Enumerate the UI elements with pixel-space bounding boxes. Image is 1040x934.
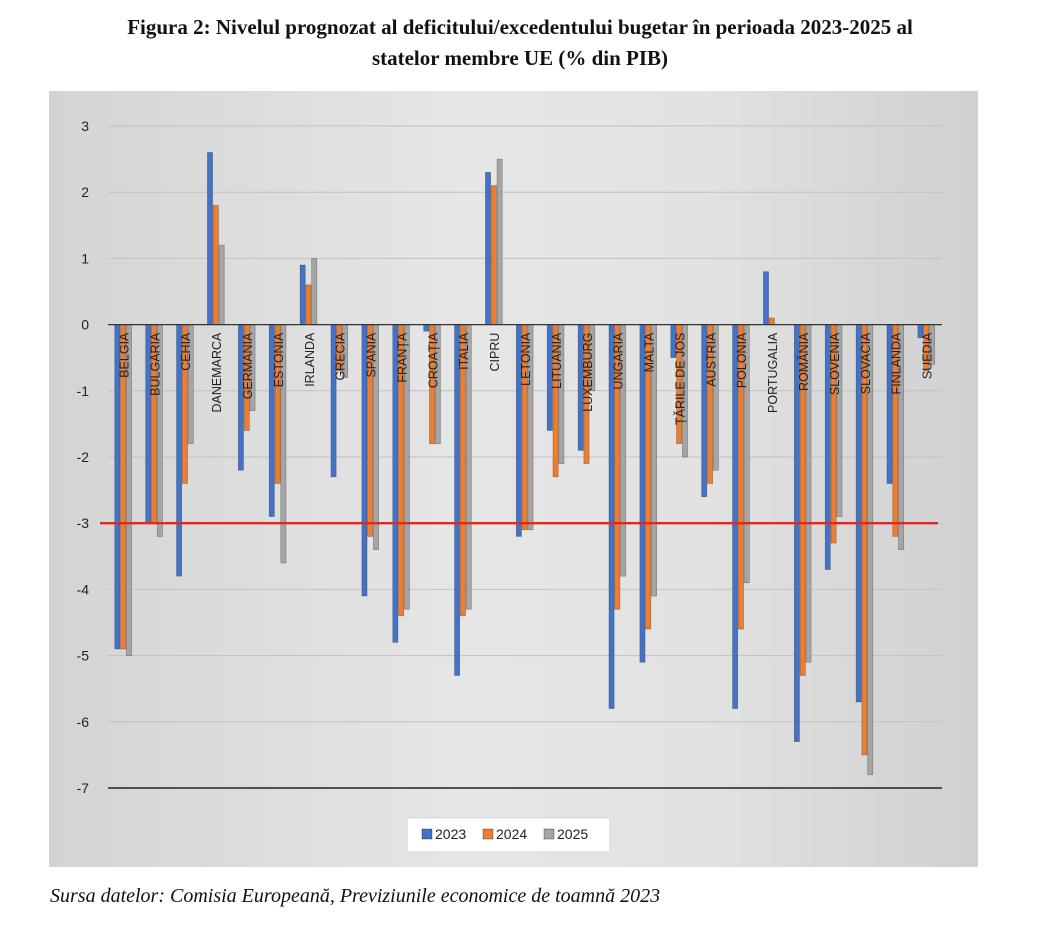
- bar-2023-11: [454, 324, 461, 676]
- category-label: GERMANIA: [241, 332, 255, 399]
- y-tick-label: -6: [77, 714, 90, 730]
- category-label: SLOVACIA: [859, 332, 873, 394]
- y-tick-label: -5: [77, 648, 90, 664]
- legend-swatch-2023: [421, 828, 433, 840]
- category-label: MALTA: [643, 332, 657, 372]
- chart-title: Figura 2: Nivelul prognozat al deficitul…: [40, 12, 1000, 74]
- y-tick-label: 3: [81, 118, 89, 134]
- category-label: SLOVENIA: [828, 332, 842, 395]
- category-label: ITALIA: [457, 332, 471, 370]
- category-label: LETONIA: [519, 332, 533, 386]
- category-label: SUEDIA: [921, 332, 935, 379]
- bar-2023-3: [207, 152, 213, 325]
- legend-label-2023: 2023: [435, 826, 466, 842]
- bar-2023-17: [639, 324, 646, 663]
- bar-2023-12: [485, 172, 491, 325]
- category-label: IRLANDA: [303, 332, 317, 387]
- y-tick-label: -3: [77, 515, 90, 531]
- y-tick-label: 1: [81, 250, 89, 266]
- category-label: AUSTRIA: [704, 332, 718, 387]
- category-label: UNGARIA: [612, 332, 626, 390]
- category-label: SPANIA: [365, 332, 379, 378]
- category-label: POLONIA: [735, 332, 749, 388]
- y-tick-label: -2: [77, 449, 90, 465]
- category-label: PORTUGALIA: [766, 332, 780, 413]
- bar-2025-12: [496, 158, 503, 325]
- legend-label-2024: 2024: [496, 826, 527, 842]
- y-tick-label: -1: [77, 383, 90, 399]
- y-tick-label: -7: [77, 780, 90, 796]
- legend-swatch-2024: [482, 828, 494, 840]
- legend-swatch-2025: [543, 828, 555, 840]
- chart-area: 3 2 1 0 -1 -2 -3 -4 -5 -6 -7 BELGIA BULGARIA CEHIA DAN…: [49, 91, 978, 867]
- y-tick-label: -4: [77, 581, 90, 597]
- category-label: BELGIA: [117, 332, 131, 378]
- category-label: FINLANDA: [890, 332, 904, 394]
- chart-title-line-1: Figura 2: Nivelul prognozat al deficitul…: [127, 15, 913, 39]
- category-label: BULGARIA: [148, 332, 162, 396]
- bar-2024-21: [768, 317, 775, 325]
- category-label: ESTONIA: [272, 332, 286, 387]
- category-label: LUXEMBURG: [581, 333, 595, 412]
- bar-2024-12: [490, 185, 497, 325]
- y-tick-label: 0: [81, 317, 89, 333]
- chart-title-line-2: statelor membre UE (% din PIB): [371, 46, 669, 70]
- bar-2023-21: [763, 271, 769, 325]
- y-tick-label: 2: [81, 184, 89, 200]
- category-label: ȚĂRILE DE JOS: [672, 333, 687, 425]
- category-label: CROAȚIA: [426, 332, 440, 388]
- bar-2023-10: [423, 324, 430, 332]
- category-label: CEHIA: [179, 332, 193, 371]
- bar-2025-3: [218, 244, 225, 325]
- bar-2024-6: [305, 284, 312, 325]
- bar-chart: 3 2 1 0 -1 -2 -3 -4 -5 -6 -7 BELGIA BULGARIA CEHIA DAN…: [77, 118, 942, 853]
- category-label: ROMÂNIA: [796, 332, 811, 391]
- category-label: GRECIA: [334, 332, 348, 381]
- source-note: Sursa datelor: Comisia Europeană, Previz…: [50, 885, 661, 907]
- category-label: LITUANIA: [550, 332, 564, 389]
- bar-2024-3: [212, 205, 219, 325]
- category-label: FRANȚA: [395, 332, 409, 383]
- bar-2023-6: [299, 264, 306, 325]
- legend-label-2025: 2025: [557, 826, 588, 842]
- category-label: DANEMARCA: [210, 332, 224, 413]
- bar-2025-6: [311, 258, 318, 325]
- legend: [406, 817, 611, 853]
- category-label: CIPRU: [488, 333, 502, 372]
